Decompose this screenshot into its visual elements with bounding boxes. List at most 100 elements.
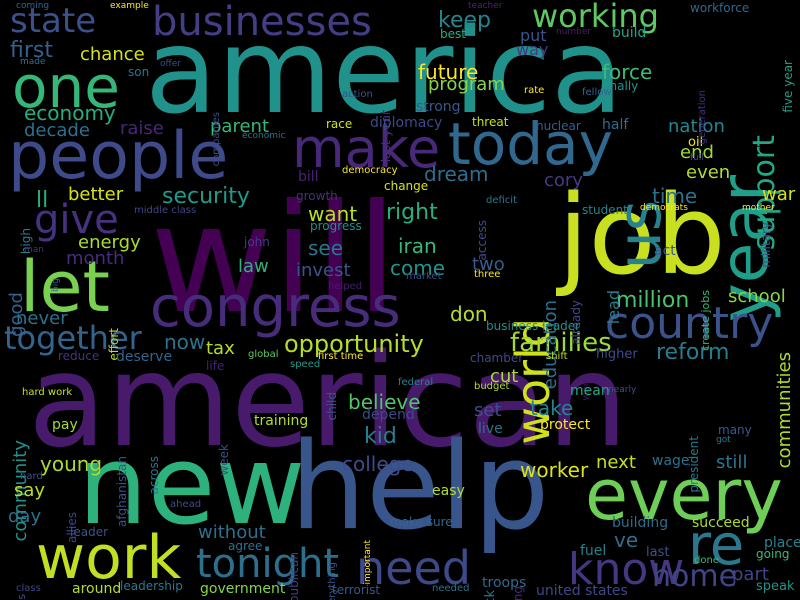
word-deserve: deserve xyxy=(116,349,173,365)
word-re: re xyxy=(688,513,745,578)
word-fuel: fuel xyxy=(580,543,607,559)
word-decade: decade xyxy=(24,120,90,141)
word-access: access xyxy=(475,220,489,261)
word-mean: mean xyxy=(570,383,610,399)
word-student: student xyxy=(582,203,628,217)
word-today: today xyxy=(448,110,613,178)
word-ahead: ahead xyxy=(170,499,202,510)
word-son: son xyxy=(128,65,150,79)
word-young: young xyxy=(40,452,103,476)
word-easy: easy xyxy=(432,483,465,499)
word-companies: companies xyxy=(211,112,222,167)
word-coming: coming xyxy=(16,1,50,11)
word-create-jobs: create jobs xyxy=(699,290,712,351)
word-democrats: democrats xyxy=(640,203,688,213)
word-leader: leader xyxy=(70,525,109,539)
word-don: don xyxy=(450,302,488,326)
word-better: better xyxy=(68,184,124,205)
word-around: around xyxy=(72,581,122,597)
word-business-leader: business leader xyxy=(486,319,581,333)
word-nation: nation xyxy=(668,116,725,137)
word-cut: cut xyxy=(490,366,519,387)
word-employees: employees xyxy=(15,594,28,600)
word-growth: growth xyxy=(296,189,338,203)
word-never: never xyxy=(16,308,68,329)
word-nuclear: nuclear xyxy=(536,119,581,133)
word-want: want xyxy=(308,202,358,226)
word-nearly: nearly xyxy=(608,385,637,395)
word-come: come xyxy=(390,256,446,280)
word-strong: strong xyxy=(416,99,461,115)
word-depend: depend xyxy=(362,407,415,423)
word-global: global xyxy=(248,349,279,360)
word-number: number xyxy=(556,27,592,37)
word-speak: speak xyxy=(756,579,795,594)
word-two: two xyxy=(472,254,505,275)
word-ve: ve xyxy=(614,528,639,552)
word-build: build xyxy=(612,25,647,41)
word-government: government xyxy=(200,581,286,597)
word-hard: hard xyxy=(20,471,43,482)
word-worker: worker xyxy=(520,458,589,482)
word-good: good xyxy=(6,292,27,337)
word-cory: cory xyxy=(544,170,583,191)
word-chamber: chamber xyxy=(470,351,524,365)
word-parent: parent xyxy=(210,116,270,137)
word-kid: kid xyxy=(364,424,397,449)
word-bill: bill xyxy=(298,169,319,185)
word-put: put xyxy=(520,26,547,45)
word-workforce: workforce xyxy=(690,1,750,15)
word-congress: congress xyxy=(150,275,401,340)
word-know: know xyxy=(568,544,685,595)
word-building: building xyxy=(612,515,669,531)
word-work: work xyxy=(36,523,182,593)
word-raise: raise xyxy=(120,118,164,139)
word-fellow: fellow xyxy=(582,87,612,98)
word-leadership: leadership xyxy=(120,579,183,593)
word-opportunity: opportunity xyxy=(284,330,424,358)
word-will: will xyxy=(150,173,398,347)
word-progress: progress xyxy=(310,219,362,233)
word-need: need xyxy=(356,541,471,595)
word-american: american xyxy=(28,327,628,476)
word-job: job xyxy=(558,171,726,299)
word-together: together xyxy=(4,319,142,357)
word-lead: lead xyxy=(604,290,623,325)
word-best: best xyxy=(440,27,466,41)
word-law: law xyxy=(238,256,269,277)
word-pay: pay xyxy=(52,417,78,433)
word-next: next xyxy=(596,452,636,473)
word-three: three xyxy=(474,269,501,280)
word-future: future xyxy=(418,60,479,84)
word-war: war xyxy=(762,184,796,205)
word-believe: believe xyxy=(348,390,421,414)
word-helped: helped xyxy=(328,281,363,292)
word-businesses: businesses xyxy=(152,0,372,45)
word-communities: communities xyxy=(774,352,795,469)
word-man: man xyxy=(24,245,44,255)
word-deficit: deficit xyxy=(486,195,517,206)
word-higher: higher xyxy=(596,347,638,362)
word-federal: federal xyxy=(398,377,434,388)
word-one: one xyxy=(12,53,120,121)
word-wage: wage xyxy=(652,453,690,469)
word-first-time: first time xyxy=(318,351,364,362)
word-change: change xyxy=(384,179,429,193)
word-back: back xyxy=(483,590,498,600)
word-mother: mother xyxy=(742,203,775,213)
word-middle-class: middle class xyxy=(134,205,197,216)
word-oil: oil xyxy=(688,135,704,150)
word-america: america xyxy=(145,2,624,140)
word-make-sure: make sure xyxy=(390,515,453,529)
word-now: now xyxy=(164,330,206,354)
word-people: people xyxy=(8,119,229,194)
word-new: new xyxy=(78,421,306,549)
word-say: say xyxy=(14,480,46,501)
word-united-states: united states xyxy=(536,583,628,599)
word-offer: offer xyxy=(160,59,181,69)
word-end: end xyxy=(680,142,714,163)
word-going: going xyxy=(756,547,790,561)
word-day: day xyxy=(8,506,42,527)
word-working: working xyxy=(532,0,659,35)
word-first: first xyxy=(10,38,53,63)
